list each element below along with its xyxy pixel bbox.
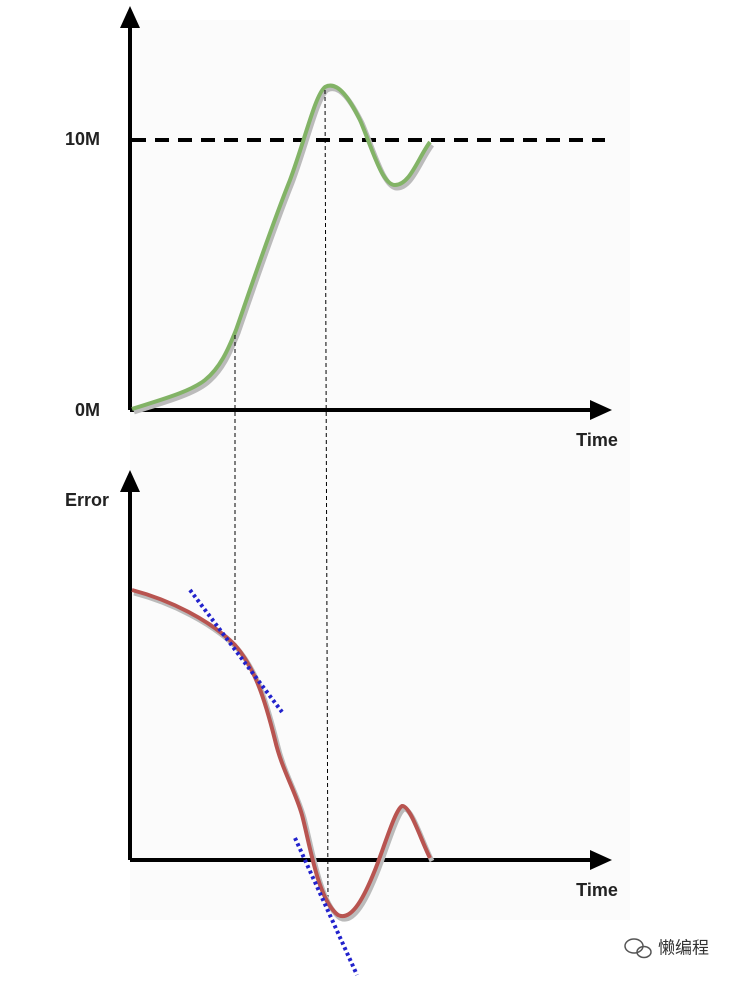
bottom-axes xyxy=(128,486,598,862)
y-label: 10M xyxy=(65,129,100,149)
y-label: 0M xyxy=(75,400,100,420)
tangent xyxy=(293,837,359,976)
x-label: Time xyxy=(576,880,618,900)
arrow xyxy=(590,400,612,420)
panel xyxy=(130,20,630,920)
guide xyxy=(324,89,329,906)
top-axes xyxy=(128,22,598,412)
tangent xyxy=(188,588,284,714)
arrow xyxy=(590,850,612,870)
y-label: Error xyxy=(65,490,109,510)
arrow xyxy=(120,6,140,28)
error-curve xyxy=(131,588,432,919)
watermark: 懒编程 xyxy=(658,938,709,957)
arrow xyxy=(120,470,140,492)
x-label: Time xyxy=(576,430,618,450)
wechat-icon xyxy=(624,938,652,959)
growth-curve xyxy=(131,83,432,411)
